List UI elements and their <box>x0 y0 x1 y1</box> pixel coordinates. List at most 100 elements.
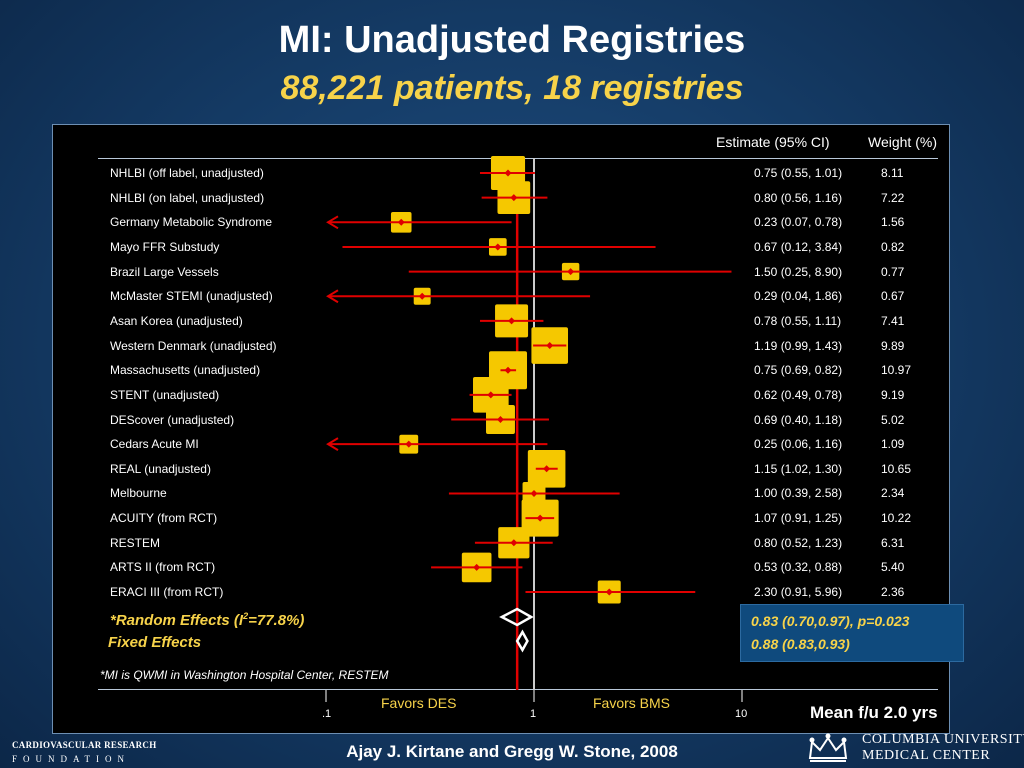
fixed-effects-diamond <box>515 629 529 653</box>
study-point-estimate <box>504 169 512 177</box>
study-point-estimate <box>536 514 544 522</box>
study-estimate: 0.62 (0.49, 0.78) <box>754 387 843 402</box>
author-credit: Ajay J. Kirtane and Gregg W. Stone, 2008 <box>346 742 678 761</box>
study-weight: 7.41 <box>881 313 905 328</box>
fixed-effects-result: 0.88 (0.83,0.93) <box>751 636 850 652</box>
study-label: McMaster STEMI (unadjusted) <box>110 289 273 304</box>
study-weight: 2.36 <box>881 585 905 600</box>
study-label: Massachusetts (unadjusted) <box>110 363 261 378</box>
study-point-estimate <box>487 391 495 399</box>
study-label: Melbourne <box>110 486 167 501</box>
study-label: Western Denmark (unadjusted) <box>110 338 277 353</box>
study-label: RESTEM <box>110 535 161 550</box>
study-estimate: 0.69 (0.40, 1.18) <box>754 412 843 427</box>
ci-truncation-arrow <box>326 215 339 230</box>
favors-des-label: Favors DES <box>381 695 457 711</box>
crf-logo-line2: FOUNDATION <box>12 754 130 764</box>
study-label: ACUITY (from RCT) <box>110 511 218 526</box>
fixed-effects-label: Fixed Effects <box>108 634 202 651</box>
study-label: DEScover (unadjusted) <box>110 412 235 427</box>
study-point-estimate <box>418 292 426 300</box>
study-estimate: 0.75 (0.69, 0.82) <box>754 363 843 378</box>
x-tick-label: 1 <box>530 708 537 720</box>
favors-bms-label: Favors BMS <box>593 695 671 711</box>
footnote: *MI is QWMI in Washington Hospital Cente… <box>100 668 389 682</box>
study-point-estimate <box>567 268 575 276</box>
columbia-logo-line2: MEDICAL CENTER <box>862 748 991 763</box>
study-label: NHLBI (off label, unadjusted) <box>110 166 264 180</box>
ci-truncation-arrow <box>326 437 339 452</box>
study-estimate: 2.30 (0.91, 5.96) <box>754 585 843 600</box>
study-estimate: 0.53 (0.32, 0.88) <box>754 560 843 575</box>
study-weight: 0.67 <box>881 289 905 304</box>
page-subtitle: 88,221 patients, 18 registries <box>280 69 744 107</box>
study-estimate: 0.78 (0.55, 1.11) <box>754 313 842 328</box>
study-label: NHLBI (on label, unadjusted) <box>110 190 265 205</box>
study-weight: 9.89 <box>881 338 905 353</box>
study-label: Asan Korea (unadjusted) <box>110 313 243 328</box>
study-estimate: 0.29 (0.04, 1.86) <box>754 289 843 304</box>
study-point-estimate <box>546 342 554 350</box>
study-label: Germany Metabolic Syndrome <box>110 215 273 230</box>
columbia-logo: COLUMBIA UNIVERSITY MEDICAL CENTER <box>806 732 1024 766</box>
study-point-estimate <box>496 416 504 423</box>
summary-result-box: 0.83 (0.70,0.97), p=0.023 0.88 (0.83,0.9… <box>740 604 964 662</box>
study-weight: 6.31 <box>881 535 905 550</box>
study-weight: 10.97 <box>881 363 912 378</box>
random-effects-label-superscript: 2 <box>243 611 249 621</box>
study-weight: 1.56 <box>881 215 905 230</box>
study-weight: 8.11 <box>881 166 904 180</box>
study-estimate: 0.75 (0.55, 1.01) <box>754 166 843 180</box>
study-point-estimate <box>397 218 405 226</box>
crown-icon <box>808 733 848 762</box>
study-point-estimate <box>510 539 518 547</box>
study-estimate: 0.67 (0.12, 3.84) <box>754 239 843 254</box>
study-estimate: 1.19 (0.99, 1.43) <box>754 338 843 353</box>
mean-followup: Mean f/u 2.0 yrs <box>810 703 938 722</box>
study-point-estimate <box>405 440 413 448</box>
study-weight: 0.82 <box>881 239 905 254</box>
study-point-estimate <box>510 194 518 202</box>
study-label: Cedars Acute MI <box>110 437 199 452</box>
study-weight: 5.02 <box>881 412 905 427</box>
columbia-logo-line1: COLUMBIA UNIVERSITY <box>862 732 1024 747</box>
x-tick-label: .1 <box>322 708 332 720</box>
study-weight: 10.22 <box>881 511 912 526</box>
study-weight: 0.77 <box>881 264 905 279</box>
study-point-estimate <box>473 563 481 571</box>
study-weight: 5.40 <box>881 560 905 575</box>
study-estimate: 0.80 (0.56, 1.16) <box>754 190 843 205</box>
random-effects-result: 0.83 (0.70,0.97), p=0.023 <box>751 613 910 629</box>
study-point-estimate <box>605 588 613 596</box>
study-estimate: 1.07 (0.91, 1.25) <box>754 511 843 526</box>
study-label: ARTS II (from RCT) <box>110 560 216 575</box>
study-estimate: 1.50 (0.25, 8.90) <box>754 264 843 279</box>
weight-column-header: Weight (%) <box>868 134 937 150</box>
study-estimate: 0.80 (0.52, 1.23) <box>754 535 843 550</box>
study-label: Brazil Large Vessels <box>110 264 219 279</box>
crf-logo: CARDIOVASCULAR RESEARCH FOUNDATION <box>12 740 157 764</box>
study-weight: 9.19 <box>881 387 905 402</box>
ci-truncation-arrow <box>326 289 339 304</box>
study-point-estimate <box>530 489 538 497</box>
study-weight: 2.34 <box>881 486 905 501</box>
study-label: STENT (unadjusted) <box>110 387 220 402</box>
study-point-estimate <box>543 465 551 473</box>
random-effects-diamond <box>499 607 534 627</box>
crf-logo-line1: CARDIOVASCULAR RESEARCH <box>12 740 157 750</box>
study-label: ERACI III (from RCT) <box>110 585 224 600</box>
page-title: MI: Unadjusted Registries <box>278 19 746 61</box>
study-point-estimate <box>494 243 502 251</box>
study-estimate: 1.00 (0.39, 2.58) <box>754 486 843 501</box>
study-point-estimate <box>504 366 512 374</box>
study-estimate: 0.23 (0.07, 0.78) <box>754 215 843 230</box>
study-weight: 7.22 <box>881 190 905 205</box>
study-point-estimate <box>508 317 516 325</box>
random-effects-label: *Random Effects (I2=77.8%) <box>110 611 305 629</box>
study-weight: 10.65 <box>881 461 912 476</box>
study-weight: 1.09 <box>881 437 905 452</box>
study-estimate: 0.25 (0.06, 1.16) <box>754 437 843 452</box>
study-estimate: 1.15 (1.02, 1.30) <box>754 461 843 476</box>
study-label: Mayo FFR Substudy <box>110 239 220 254</box>
